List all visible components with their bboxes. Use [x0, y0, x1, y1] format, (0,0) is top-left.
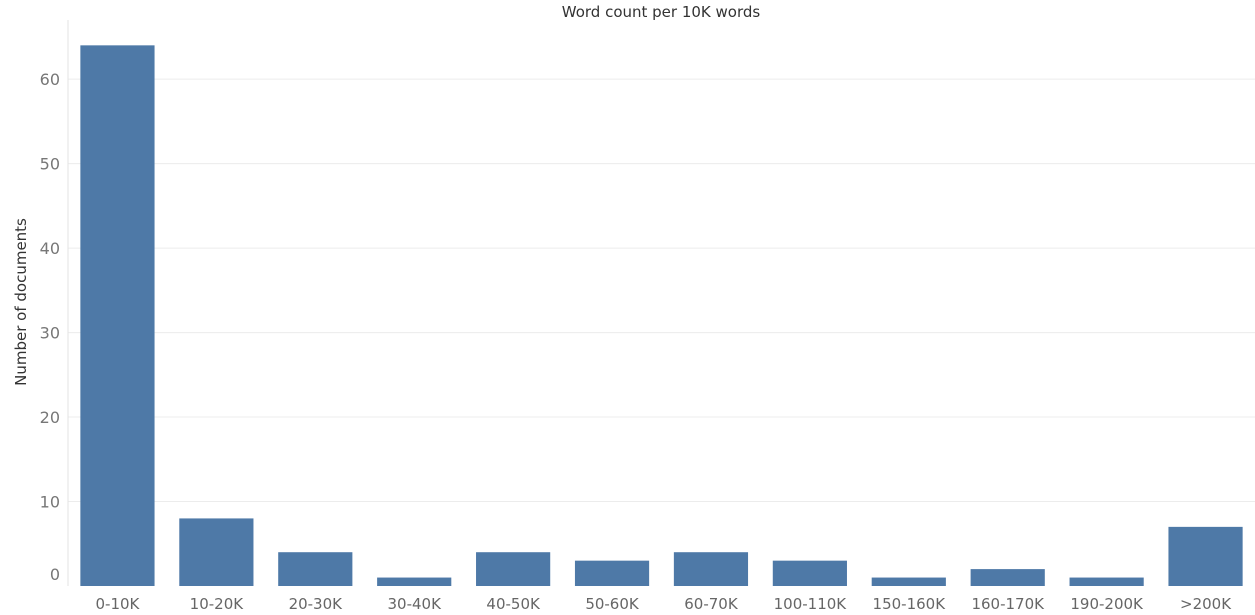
x-tick-label: 100-110K: [774, 595, 848, 613]
y-tick-label: 60: [40, 70, 60, 89]
x-tick-label: 10-20K: [190, 595, 245, 613]
bar: [1168, 526, 1243, 586]
y-axis-label: Number of documents: [12, 218, 30, 386]
bar: [772, 560, 847, 586]
x-tick-label: 160-170K: [971, 595, 1045, 613]
bar: [179, 518, 254, 586]
x-tick-label: 30-40K: [387, 595, 442, 613]
x-tick-label: 190-200K: [1070, 595, 1144, 613]
bar: [673, 552, 749, 586]
y-tick-label: 50: [40, 155, 60, 174]
bar: [871, 577, 946, 586]
y-tick-label: 40: [40, 239, 60, 258]
gridlines: [68, 78, 1255, 503]
bar: [80, 45, 155, 587]
x-tick-label: 50-60K: [585, 595, 640, 613]
bar: [970, 569, 1045, 586]
x-tick-label: 60-70K: [684, 595, 739, 613]
bars: [80, 45, 1243, 587]
x-axis-ticks: 0-10K 10-20K 20-30K 30-40K 40-50K 50-60K 60-70…: [96, 595, 1233, 613]
y-tick-label: 20: [40, 408, 60, 427]
x-tick-label: 0-10K: [96, 595, 141, 613]
bar: [574, 560, 650, 586]
bar: [278, 552, 353, 586]
y-tick-label: 0: [50, 565, 60, 584]
y-tick-label: 30: [40, 324, 60, 343]
bar: [476, 552, 551, 586]
bar: [377, 577, 452, 586]
chart-title: Word count per 10K words: [562, 3, 761, 21]
x-tick-label: 20-30K: [289, 595, 344, 613]
x-tick-label: 150-160K: [873, 595, 947, 613]
bar: [1069, 577, 1144, 586]
x-tick-label: >200K: [1180, 595, 1232, 613]
y-tick-label: 10: [40, 493, 60, 512]
y-axis-ticks: 0 10 20 30 40 50 60: [40, 70, 60, 584]
x-tick-label: 40-50K: [486, 595, 541, 613]
